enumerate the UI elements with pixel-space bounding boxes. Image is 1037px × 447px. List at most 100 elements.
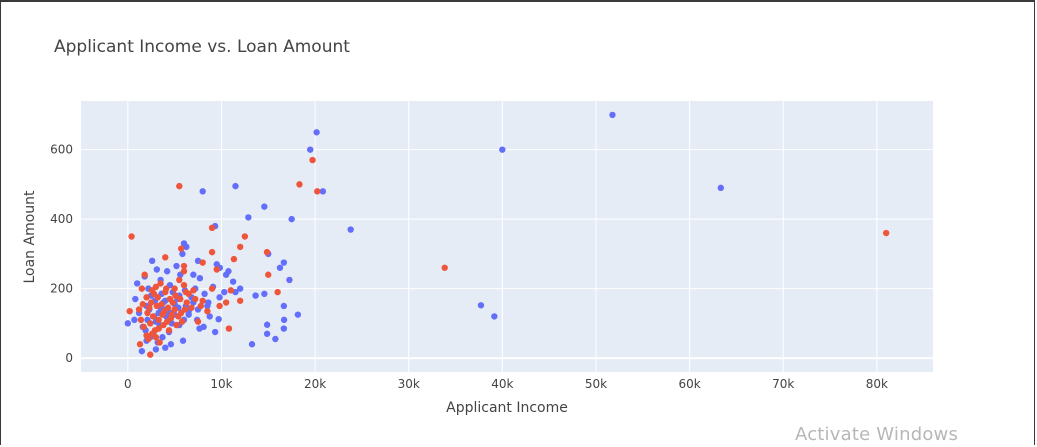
data-point[interactable] (236, 297, 244, 304)
data-point[interactable] (173, 321, 180, 329)
data-point[interactable] (216, 294, 223, 301)
data-point[interactable] (173, 262, 180, 270)
data-point[interactable] (204, 302, 211, 310)
data-point[interactable] (222, 271, 230, 278)
data-point[interactable] (164, 304, 172, 311)
data-point[interactable] (178, 318, 186, 325)
data-point[interactable] (313, 129, 320, 136)
data-point[interactable] (263, 248, 271, 256)
data-point[interactable] (148, 287, 156, 294)
data-point[interactable] (276, 264, 284, 271)
data-point[interactable] (477, 302, 485, 309)
data-point[interactable] (199, 259, 206, 266)
data-point[interactable] (162, 254, 169, 261)
data-point[interactable] (151, 327, 159, 334)
data-point[interactable] (132, 295, 139, 303)
data-point[interactable] (241, 233, 249, 240)
data-point[interactable] (230, 255, 238, 263)
data-point[interactable] (280, 259, 288, 266)
data-point[interactable] (491, 313, 498, 320)
data-point[interactable] (180, 262, 188, 270)
data-point[interactable] (177, 295, 184, 303)
data-point[interactable] (204, 307, 211, 315)
data-point[interactable] (169, 299, 176, 306)
data-point[interactable] (148, 257, 156, 265)
data-point[interactable] (180, 268, 188, 275)
data-point[interactable] (183, 243, 190, 251)
data-point[interactable] (265, 271, 272, 278)
data-point[interactable] (208, 285, 216, 292)
data-point[interactable] (190, 287, 197, 294)
data-point[interactable] (143, 294, 150, 301)
data-point[interactable] (288, 215, 295, 223)
data-point[interactable] (155, 316, 162, 324)
data-point[interactable] (163, 285, 170, 292)
data-point[interactable] (294, 311, 302, 318)
data-point[interactable] (274, 288, 281, 296)
data-point[interactable] (154, 294, 161, 301)
data-point[interactable] (179, 250, 186, 258)
data-point[interactable] (286, 276, 293, 284)
data-point[interactable] (137, 316, 145, 324)
data-point[interactable] (211, 328, 219, 336)
data-point[interactable] (882, 229, 890, 237)
data-point[interactable] (263, 330, 271, 337)
data-point[interactable] (171, 285, 178, 292)
data-point[interactable] (441, 264, 448, 271)
data-point[interactable] (152, 334, 160, 341)
data-point[interactable] (208, 224, 216, 232)
data-point[interactable] (319, 188, 327, 195)
data-point[interactable] (222, 299, 230, 306)
data-point[interactable] (138, 285, 146, 292)
data-point[interactable] (177, 245, 185, 252)
data-point[interactable] (153, 266, 161, 273)
plot-area[interactable] (81, 101, 933, 372)
data-point[interactable] (194, 318, 202, 325)
data-point[interactable] (314, 188, 321, 195)
data-point[interactable] (296, 181, 303, 188)
data-point[interactable] (252, 292, 259, 299)
data-point[interactable] (162, 344, 169, 351)
data-point[interactable] (172, 292, 179, 299)
data-point[interactable] (165, 327, 173, 334)
data-point[interactable] (199, 297, 206, 304)
data-point[interactable] (149, 313, 157, 320)
data-point[interactable] (139, 301, 146, 308)
data-point[interactable] (183, 299, 190, 306)
data-point[interactable] (182, 288, 190, 296)
data-point[interactable] (208, 248, 216, 256)
data-point[interactable] (272, 335, 279, 343)
data-point[interactable] (206, 313, 213, 320)
data-point[interactable] (133, 280, 141, 287)
data-point[interactable] (168, 311, 176, 318)
data-point[interactable] (225, 325, 233, 332)
data-point[interactable] (199, 188, 206, 195)
data-point[interactable] (609, 111, 616, 119)
data-points[interactable] (124, 111, 890, 358)
data-point[interactable] (181, 306, 189, 313)
series-1[interactable] (126, 156, 890, 358)
data-point[interactable] (200, 323, 207, 331)
data-point[interactable] (131, 316, 138, 324)
data-point[interactable] (245, 214, 252, 221)
data-point[interactable] (201, 290, 208, 298)
data-point[interactable] (143, 332, 150, 339)
data-point[interactable] (157, 280, 164, 287)
data-point[interactable] (280, 316, 288, 324)
data-point[interactable] (197, 302, 205, 310)
data-point[interactable] (158, 301, 165, 308)
data-point[interactable] (163, 268, 171, 275)
data-point[interactable] (185, 311, 192, 318)
data-point[interactable] (192, 295, 199, 303)
data-point[interactable] (176, 276, 183, 284)
data-point[interactable] (309, 156, 316, 164)
data-point[interactable] (140, 323, 147, 331)
data-point[interactable] (141, 271, 148, 278)
data-point[interactable] (280, 302, 288, 310)
data-point[interactable] (159, 334, 166, 341)
data-point[interactable] (248, 341, 256, 348)
data-point[interactable] (261, 203, 268, 210)
data-point[interactable] (124, 320, 132, 327)
data-point[interactable] (156, 339, 163, 346)
data-point[interactable] (261, 290, 268, 298)
